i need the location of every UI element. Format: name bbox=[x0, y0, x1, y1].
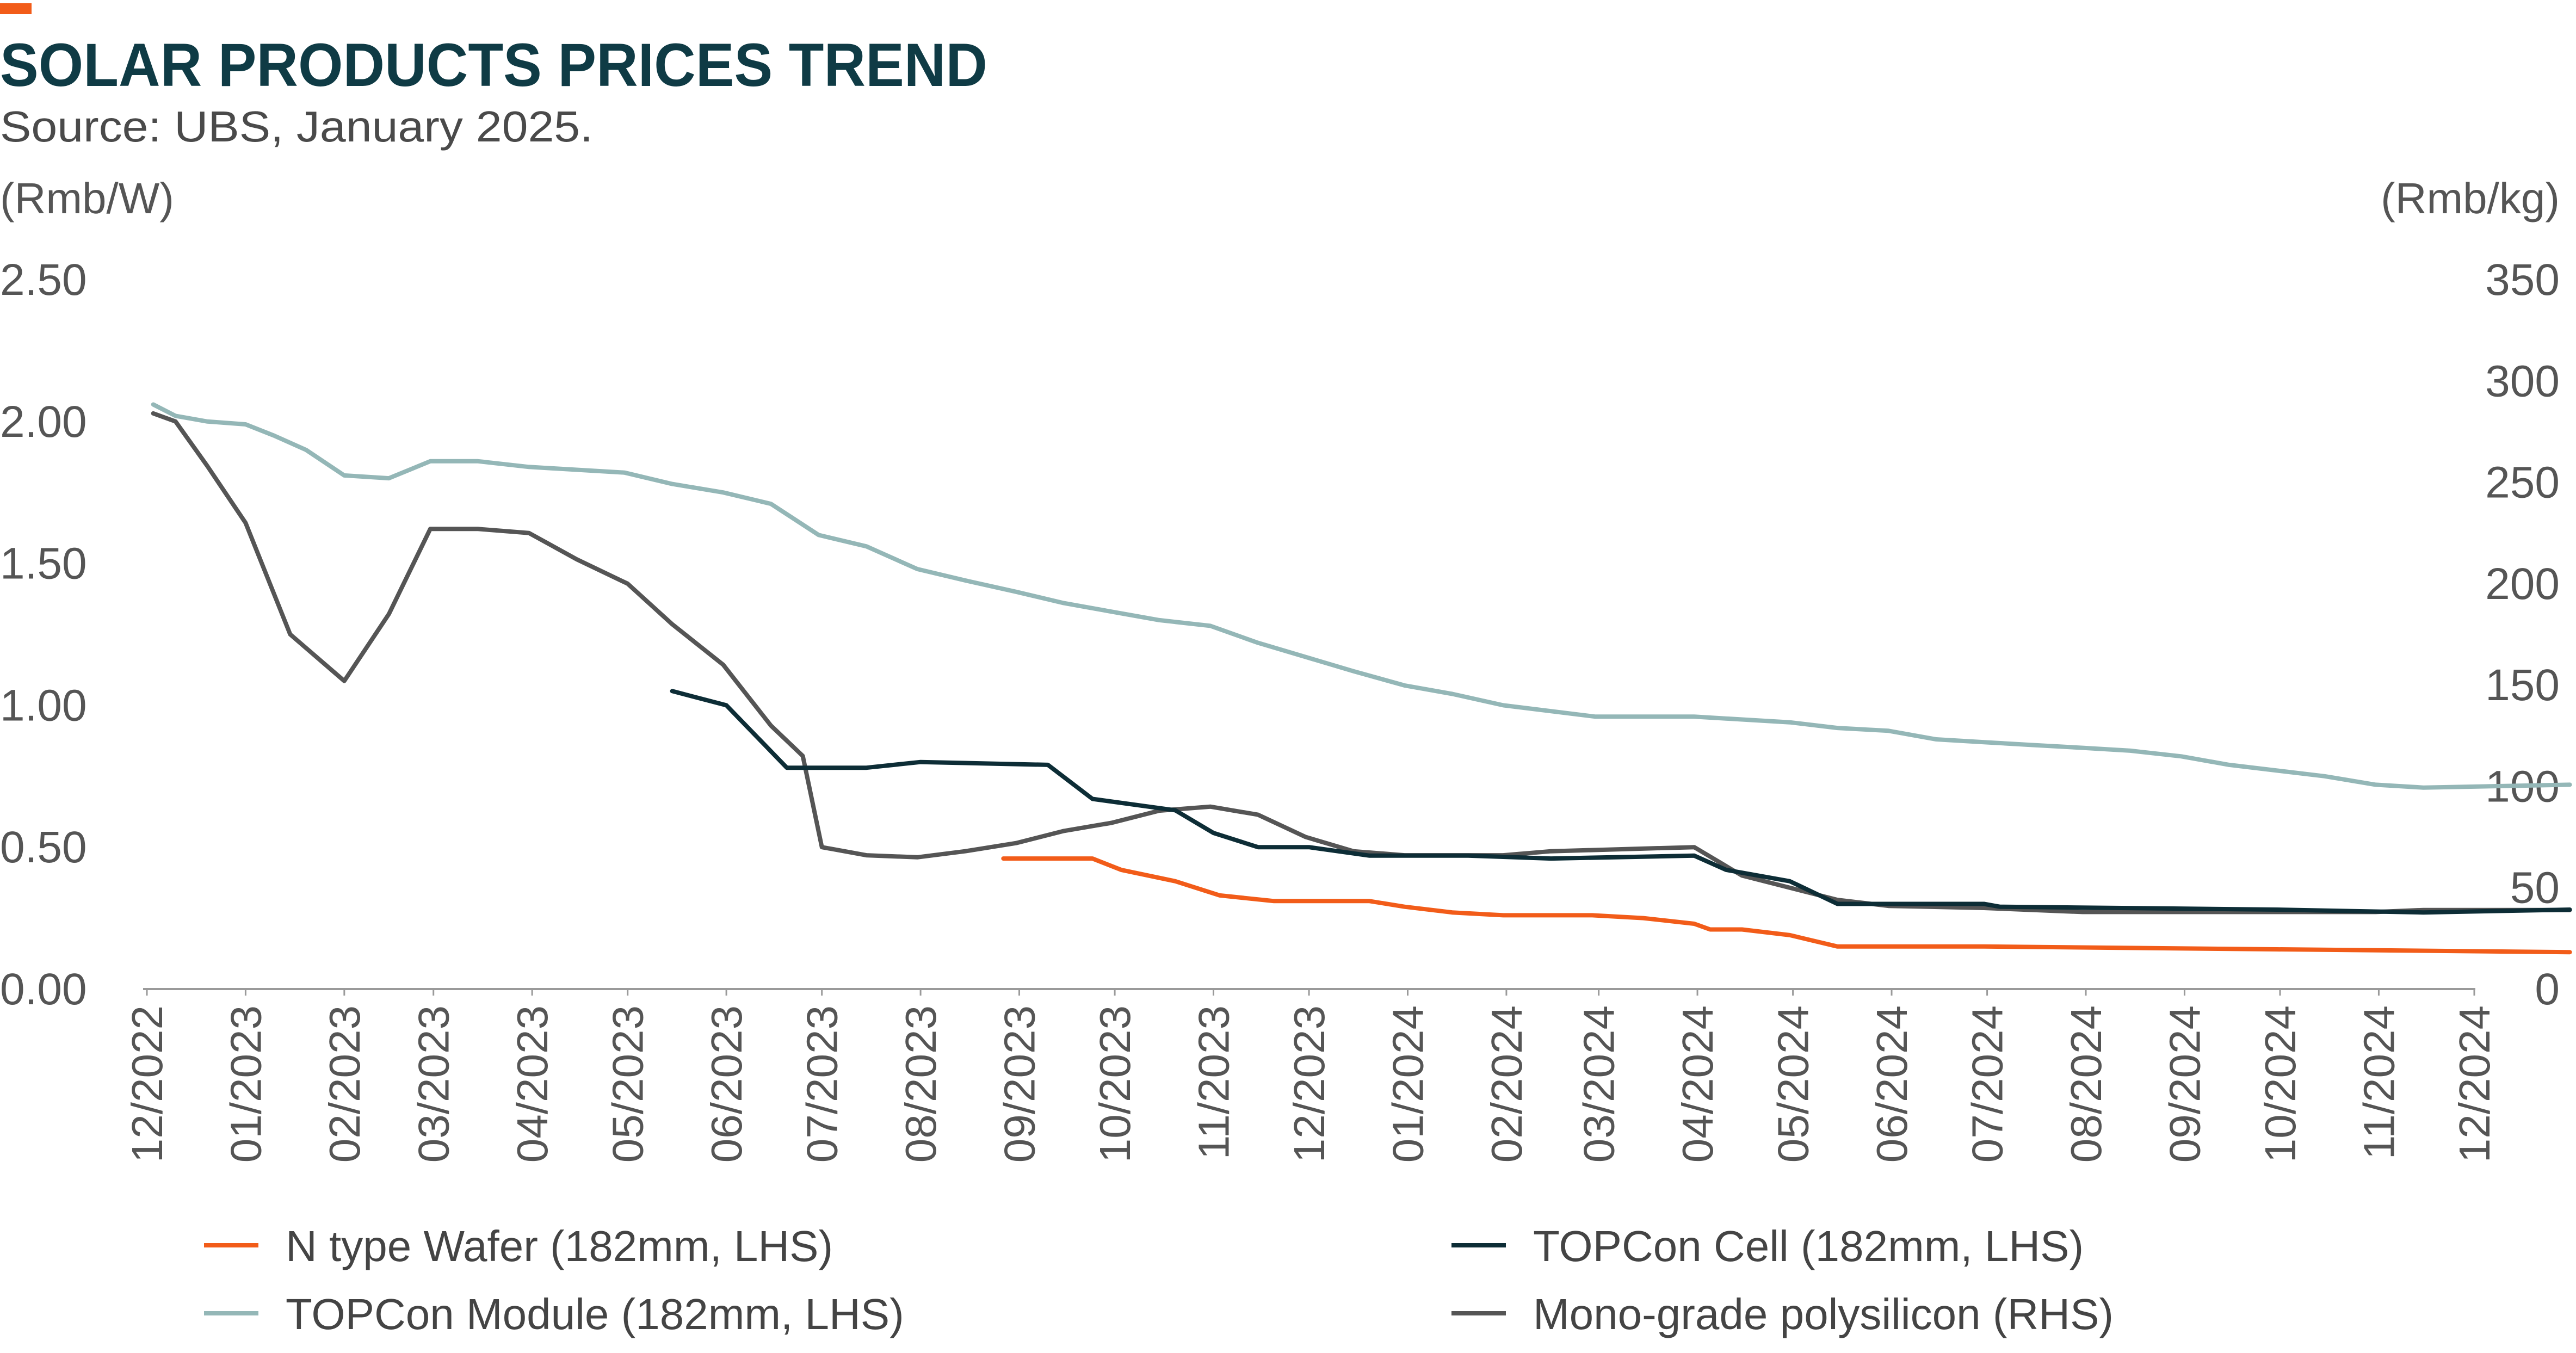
x-tick-label: 08/2023 bbox=[897, 1005, 945, 1163]
legend-item-cell: TOPCon Cell (182mm, LHS) bbox=[1451, 1222, 2084, 1270]
x-tick-label: 12/2023 bbox=[1285, 1005, 1333, 1163]
x-tick-label: 01/2024 bbox=[1383, 1005, 1432, 1163]
title-accent-bar bbox=[0, 3, 32, 14]
x-tick-label: 02/2024 bbox=[1482, 1005, 1531, 1163]
series-line-1 bbox=[670, 689, 2572, 915]
x-tick-label: 09/2024 bbox=[2160, 1005, 2209, 1163]
x-tick-label: 06/2024 bbox=[1868, 1005, 1916, 1163]
left-axis-unit: (Rmb/W) bbox=[0, 174, 174, 223]
x-tick-label: 07/2023 bbox=[798, 1005, 847, 1163]
x-tick-label: 08/2024 bbox=[2062, 1005, 2110, 1163]
x-tick-label: 09/2023 bbox=[996, 1005, 1044, 1163]
chart-source: Source: UBS, January 2025. bbox=[0, 102, 593, 151]
x-tick-label: 12/2024 bbox=[2450, 1005, 2499, 1163]
x-tick-label: 04/2024 bbox=[1673, 1005, 1722, 1163]
left-tick-label: 1.50 bbox=[0, 539, 87, 589]
x-tick-label: 11/2023 bbox=[1190, 1005, 1238, 1159]
series-line-3 bbox=[151, 411, 2572, 915]
legend-label-cell: TOPCon Cell (182mm, LHS) bbox=[1533, 1222, 2084, 1270]
x-tick-label: 01/2023 bbox=[221, 1005, 270, 1163]
legend-label-wafer: N type Wafer (182mm, LHS) bbox=[286, 1222, 833, 1270]
left-tick-label: 2.00 bbox=[0, 397, 87, 447]
series-lines bbox=[151, 402, 2572, 955]
series-line-2 bbox=[151, 402, 2572, 790]
right-tick-label: 0 bbox=[2535, 965, 2560, 1014]
right-tick-label: 300 bbox=[2485, 356, 2560, 406]
x-tick-label: 04/2023 bbox=[508, 1005, 557, 1163]
legend-item-poly: Mono-grade polysilicon (RHS) bbox=[1451, 1290, 2114, 1338]
left-tick-label: 0.00 bbox=[0, 965, 87, 1014]
x-tick-label: 03/2023 bbox=[410, 1005, 458, 1163]
right-tick-label: 250 bbox=[2485, 458, 2560, 508]
x-tick-label: 02/2023 bbox=[320, 1005, 369, 1163]
x-tick-label: 12/2022 bbox=[123, 1005, 171, 1163]
x-tick-label: 03/2024 bbox=[1575, 1005, 1623, 1163]
legend: N type Wafer (182mm, LHS) TOPCon Module … bbox=[204, 1222, 2114, 1338]
legend-item-wafer: N type Wafer (182mm, LHS) bbox=[204, 1222, 833, 1270]
legend-label-module: TOPCon Module (182mm, LHS) bbox=[286, 1290, 904, 1338]
right-tick-label: 150 bbox=[2485, 660, 2560, 710]
x-axis: 12/2022 01/2023 02/2023 03/2023 04/2023 05/20… bbox=[123, 989, 2499, 1163]
right-tick-label: 350 bbox=[2485, 255, 2560, 305]
x-tick-label: 07/2024 bbox=[1963, 1005, 2012, 1163]
x-tick-label: 05/2024 bbox=[1769, 1005, 1818, 1163]
series-line-0 bbox=[1001, 856, 2572, 955]
left-tick-label: 0.50 bbox=[0, 823, 87, 872]
legend-item-module: TOPCon Module (182mm, LHS) bbox=[204, 1290, 904, 1338]
x-tick-label: 10/2023 bbox=[1091, 1005, 1139, 1163]
right-tick-label: 200 bbox=[2485, 559, 2560, 609]
left-tick-label: 2.50 bbox=[0, 255, 87, 305]
x-tick-label: 10/2024 bbox=[2256, 1005, 2305, 1163]
x-tick-label: 06/2023 bbox=[702, 1005, 751, 1163]
right-axis-unit: (Rmb/kg) bbox=[2381, 174, 2560, 223]
chart-title: SOLAR PRODUCTS PRICES TREND bbox=[0, 31, 987, 99]
right-tick-label: 50 bbox=[2510, 863, 2560, 913]
x-tick-label: 05/2023 bbox=[604, 1005, 652, 1163]
legend-label-poly: Mono-grade polysilicon (RHS) bbox=[1533, 1290, 2114, 1338]
left-y-axis: 0.00 0.50 1.00 1.50 2.00 2.50 bbox=[0, 255, 87, 1014]
x-tick-label: 11/2024 bbox=[2355, 1005, 2403, 1159]
left-tick-label: 1.00 bbox=[0, 681, 87, 730]
